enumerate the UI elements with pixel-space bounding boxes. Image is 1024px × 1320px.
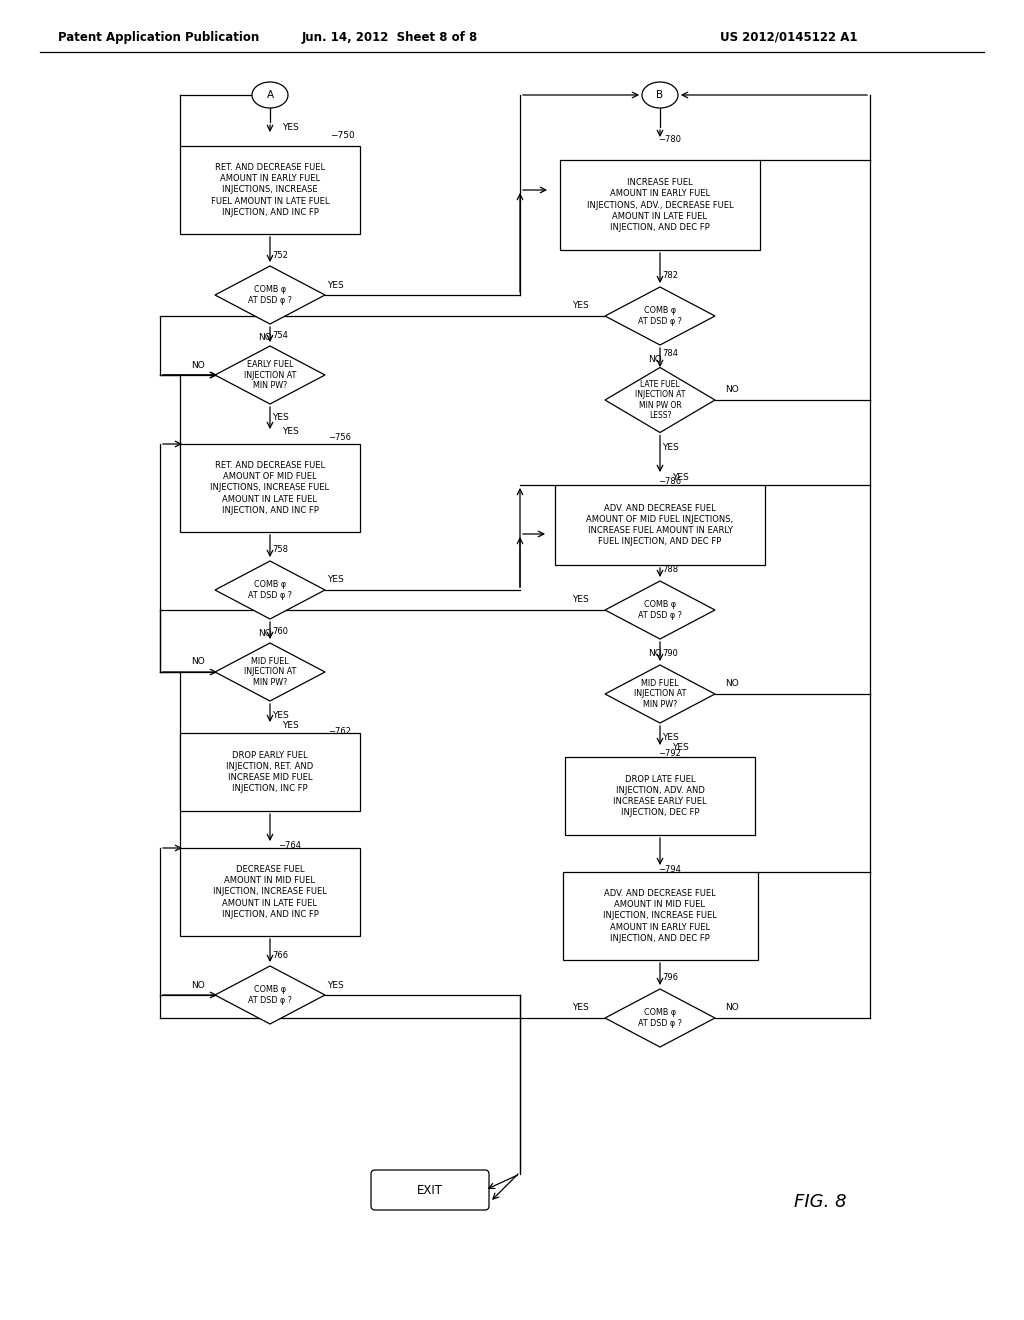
Text: YES: YES [571,301,589,310]
Text: YES: YES [672,743,688,752]
Text: Patent Application Publication: Patent Application Publication [58,30,259,44]
Polygon shape [215,643,325,701]
Text: FIG. 8: FIG. 8 [794,1193,846,1210]
Polygon shape [605,665,715,723]
FancyBboxPatch shape [562,873,758,960]
Text: 754: 754 [272,330,288,339]
Ellipse shape [252,82,288,108]
Polygon shape [215,561,325,619]
Text: −762: −762 [329,726,351,735]
Text: LATE FUEL
INJECTION AT
MIN PW OR
LESS?: LATE FUEL INJECTION AT MIN PW OR LESS? [635,380,685,420]
Text: COMB φ
AT DSD φ ?: COMB φ AT DSD φ ? [248,285,292,305]
FancyBboxPatch shape [371,1170,489,1210]
Text: B: B [656,90,664,100]
Text: NO: NO [725,680,739,689]
Polygon shape [605,989,715,1047]
Text: COMB φ
AT DSD φ ?: COMB φ AT DSD φ ? [638,1008,682,1028]
Text: NO: NO [191,657,205,667]
Text: NO: NO [258,628,272,638]
Polygon shape [605,581,715,639]
Text: 782: 782 [662,272,678,281]
Text: YES: YES [662,444,678,453]
Text: COMB φ
AT DSD φ ?: COMB φ AT DSD φ ? [638,601,682,619]
Text: NO: NO [648,648,662,657]
Text: −764: −764 [279,842,301,850]
Text: RET. AND DECREASE FUEL
AMOUNT IN EARLY FUEL
INJECTIONS, INCREASE
FUEL AMOUNT IN : RET. AND DECREASE FUEL AMOUNT IN EARLY F… [211,164,330,216]
Text: −792: −792 [658,748,681,758]
Polygon shape [605,286,715,345]
Text: −756: −756 [329,433,351,442]
Text: ADV. AND DECREASE FUEL
AMOUNT IN MID FUEL
INJECTION, INCREASE FUEL
AMOUNT IN EAR: ADV. AND DECREASE FUEL AMOUNT IN MID FUE… [603,890,717,942]
Text: Jun. 14, 2012  Sheet 8 of 8: Jun. 14, 2012 Sheet 8 of 8 [302,30,478,44]
Text: −786: −786 [658,478,682,487]
Text: YES: YES [571,595,589,605]
Text: 784: 784 [662,350,678,359]
Text: −750: −750 [330,132,354,140]
FancyBboxPatch shape [180,147,360,234]
Text: DECREASE FUEL
AMOUNT IN MID FUEL
INJECTION, INCREASE FUEL
AMOUNT IN LATE FUEL
IN: DECREASE FUEL AMOUNT IN MID FUEL INJECTI… [213,866,327,919]
Text: A: A [266,90,273,100]
Text: NO: NO [191,981,205,990]
Text: RET. AND DECREASE FUEL
AMOUNT OF MID FUEL
INJECTIONS, INCREASE FUEL
AMOUNT IN LA: RET. AND DECREASE FUEL AMOUNT OF MID FUE… [211,461,330,515]
Text: US 2012/0145122 A1: US 2012/0145122 A1 [720,30,857,44]
Text: COMB φ
AT DSD φ ?: COMB φ AT DSD φ ? [638,306,682,326]
Text: INCREASE FUEL
AMOUNT IN EARLY FUEL
INJECTIONS, ADV., DECREASE FUEL
AMOUNT IN LAT: INCREASE FUEL AMOUNT IN EARLY FUEL INJEC… [587,178,733,232]
Polygon shape [215,346,325,404]
Text: YES: YES [271,710,289,719]
Text: EARLY FUEL
INJECTION AT
MIN PW?: EARLY FUEL INJECTION AT MIN PW? [244,360,296,389]
Text: YES: YES [282,722,298,730]
Text: NO: NO [725,385,739,395]
Polygon shape [215,267,325,323]
FancyBboxPatch shape [555,484,765,565]
Text: 796: 796 [662,974,678,982]
Text: YES: YES [571,1003,589,1012]
Text: 788: 788 [662,565,678,574]
Text: YES: YES [327,576,343,585]
Text: COMB φ
AT DSD φ ?: COMB φ AT DSD φ ? [248,581,292,599]
Text: NO: NO [258,334,272,342]
Text: YES: YES [282,124,298,132]
Text: −780: −780 [658,136,682,144]
Text: YES: YES [662,733,678,742]
FancyBboxPatch shape [560,160,760,249]
Text: NO: NO [648,355,662,363]
Text: YES: YES [327,281,343,289]
Text: YES: YES [327,981,343,990]
Ellipse shape [642,82,678,108]
Text: −794: −794 [658,866,681,874]
Text: MID FUEL
INJECTION AT
MIN PW?: MID FUEL INJECTION AT MIN PW? [634,678,686,709]
Text: 790: 790 [663,649,678,659]
Text: NO: NO [191,360,205,370]
Text: YES: YES [672,473,688,482]
FancyBboxPatch shape [180,847,360,936]
Text: DROP LATE FUEL
INJECTION, ADV. AND
INCREASE EARLY FUEL
INJECTION, DEC FP: DROP LATE FUEL INJECTION, ADV. AND INCRE… [613,775,707,817]
Text: 752: 752 [272,251,288,260]
Text: YES: YES [271,413,289,422]
Text: 766: 766 [272,950,288,960]
FancyBboxPatch shape [565,756,755,836]
FancyBboxPatch shape [180,733,360,810]
Text: 758: 758 [272,545,288,554]
FancyBboxPatch shape [180,444,360,532]
Polygon shape [605,367,715,433]
Polygon shape [215,966,325,1024]
Text: YES: YES [282,428,298,437]
Text: EXIT: EXIT [417,1184,443,1196]
Text: NO: NO [725,1003,739,1012]
Text: COMB φ
AT DSD φ ?: COMB φ AT DSD φ ? [248,985,292,1005]
Text: ADV. AND DECREASE FUEL
AMOUNT OF MID FUEL INJECTIONS,
INCREASE FUEL AMOUNT IN EA: ADV. AND DECREASE FUEL AMOUNT OF MID FUE… [587,504,733,546]
Text: 760: 760 [272,627,288,636]
Text: MID FUEL
INJECTION AT
MIN PW?: MID FUEL INJECTION AT MIN PW? [244,657,296,686]
Text: DROP EARLY FUEL
INJECTION, RET. AND
INCREASE MID FUEL
INJECTION, INC FP: DROP EARLY FUEL INJECTION, RET. AND INCR… [226,751,313,793]
